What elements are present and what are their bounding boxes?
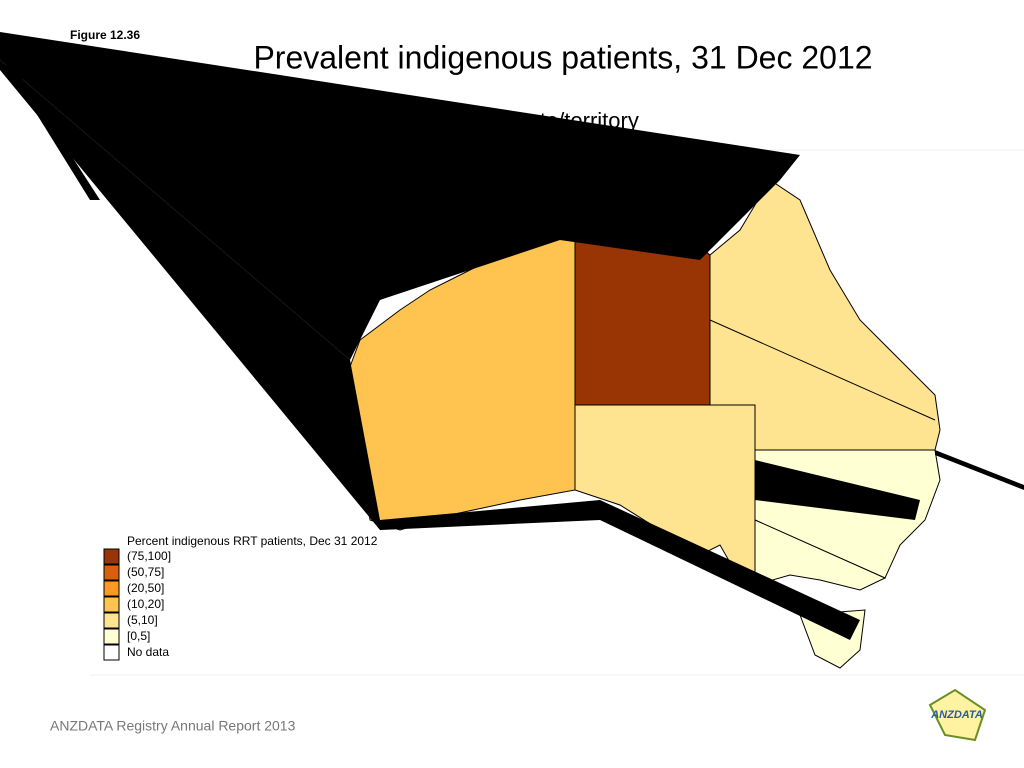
- legend-swatch: [103, 644, 120, 661]
- legend-label: No data: [127, 645, 169, 659]
- logo-shape: [928, 688, 987, 742]
- artifact: [0, 45, 100, 200]
- artifact: [0, 32, 800, 360]
- legend-swatch: [103, 628, 120, 645]
- legend-label: (75,100]: [127, 549, 171, 563]
- legend-label: [0,5]: [127, 629, 150, 643]
- footer: ANZDATA Registry Annual Report 2013: [50, 718, 296, 734]
- legend-label: (50,75]: [127, 565, 164, 579]
- artifact: [935, 450, 1024, 490]
- legend-label: (10,20]: [127, 597, 164, 611]
- artifact: [755, 460, 920, 520]
- legend-title: Percent indigenous RRT patients, Dec 31 …: [127, 534, 378, 548]
- legend: Percent indigenous RRT patients, Dec 31 …: [103, 534, 378, 661]
- legend-swatch: [103, 596, 120, 613]
- legend-swatch: [103, 548, 120, 565]
- artifact: [0, 60, 860, 640]
- boundary-line: [709, 319, 936, 421]
- legend-swatch: [103, 580, 120, 597]
- legend-label: (20,50]: [127, 581, 164, 595]
- legend-swatch: [103, 612, 120, 629]
- logo: ANZDATA: [928, 688, 987, 742]
- logo-text: ANZDATA: [930, 709, 983, 721]
- legend-swatch: [103, 564, 120, 581]
- legend-label: (5,10]: [127, 613, 158, 627]
- map: [344, 179, 941, 669]
- region: [574, 404, 756, 586]
- figure-label: Figure 12.36: [70, 28, 140, 42]
- title: Prevalent indigenous patients, 31 Dec 20…: [253, 39, 872, 75]
- render-artifacts: [0, 32, 1024, 640]
